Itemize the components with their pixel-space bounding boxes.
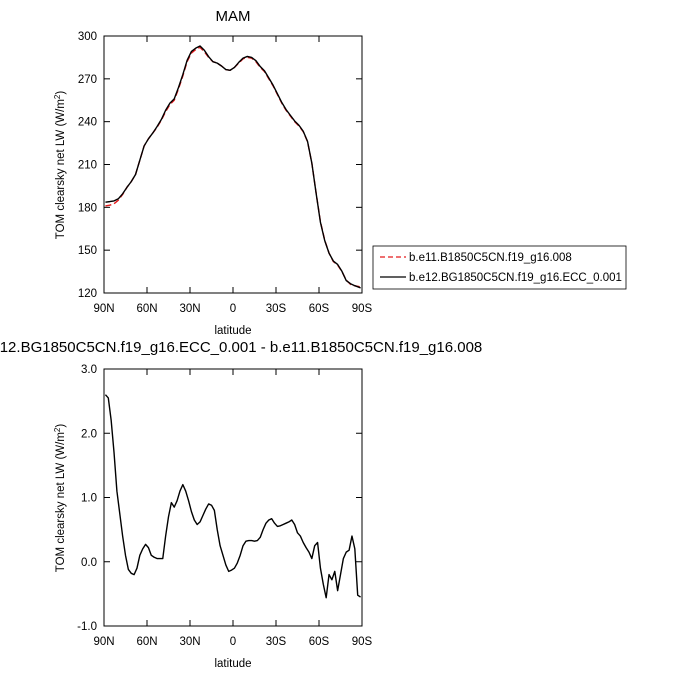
bottom-xtick-label-1: 60N <box>136 636 157 648</box>
chart-top-frame <box>103 35 363 294</box>
top-xtick-label-4: 30S <box>266 303 287 315</box>
top-ytick-label-3: 210 <box>78 160 97 172</box>
top-xtick-label-0: 90N <box>93 303 114 315</box>
chart-bottom-xlabel: latitude <box>214 658 251 670</box>
legend-label-1: b.e12.BG1850C5CN.f19_g16.ECC_0.001 <box>409 272 622 284</box>
top-ytick-label-5: 270 <box>78 74 97 86</box>
bottom-xtick-label-3: 0 <box>230 636 236 648</box>
top-series-line-1 <box>105 45 361 289</box>
bottom-series-line-0 <box>104 394 361 599</box>
top-xtick-label-1: 60N <box>136 303 157 315</box>
bottom-xtick-label-6: 90S <box>352 636 373 648</box>
legend: b.e11.B1850C5CN.f19_g16.008 b.e12.BG1850… <box>372 245 627 290</box>
top-xtick-label-6: 90S <box>352 303 373 315</box>
top-ytick-label-1: 150 <box>78 245 97 257</box>
bottom-xtick-label-0: 90N <box>93 636 114 648</box>
legend-box <box>372 245 627 290</box>
top-ytick-label-2: 180 <box>78 202 97 214</box>
bottom-ytick-label-0: -1.0 <box>77 621 97 633</box>
top-ytick-label-4: 240 <box>78 117 97 129</box>
bottom-xtick-label-2: 30N <box>179 636 200 648</box>
chart-top: MAM 90N 60N 30N 0 30S 60S 90S 120 150 180 210 240 27… <box>53 8 627 337</box>
bottom-xtick-label-5: 60S <box>309 636 330 648</box>
top-ytick-label-6: 300 <box>78 31 97 43</box>
chart-bottom-title: 12.BG1850C5CN.f19_g16.ECC_0.001 - b.e11.… <box>0 339 482 356</box>
top-xtick-label-3: 0 <box>230 303 236 315</box>
top-ticks-group: 90N 60N 30N 0 30S 60S 90S 120 150 180 210 240 270 300 <box>78 31 373 315</box>
chart-bottom-ylabel: TOM clearsky net LW (W/m2) <box>53 424 67 573</box>
top-xtick-label-5: 60S <box>309 303 330 315</box>
bottom-ticks-group: 90N 60N 30N 0 30S 60S 90S -1.0 0.0 1.0 2.0 3.0 <box>77 364 372 648</box>
bottom-ytick-label-3: 2.0 <box>81 428 97 440</box>
bottom-ytick-label-2: 1.0 <box>81 493 97 505</box>
chart-bottom: 12.BG1850C5CN.f19_g16.ECC_0.001 - b.e11.… <box>0 339 482 670</box>
bottom-series-group <box>104 394 361 599</box>
bottom-xtick-label-4: 30S <box>266 636 287 648</box>
chart-top-xlabel: latitude <box>214 325 251 337</box>
top-xtick-label-2: 30N <box>179 303 200 315</box>
chart-top-ylabel: TOM clearsky net LW (W/m2) <box>53 91 67 240</box>
chart-top-title: MAM <box>216 8 251 25</box>
legend-label-0: b.e11.B1850C5CN.f19_g16.008 <box>409 252 572 264</box>
top-ytick-label-0: 120 <box>78 288 97 300</box>
top-series-group <box>105 45 361 289</box>
bottom-ytick-label-4: 3.0 <box>81 364 97 376</box>
top-series-line-0 <box>105 46 361 288</box>
bottom-ytick-label-1: 0.0 <box>81 557 97 569</box>
